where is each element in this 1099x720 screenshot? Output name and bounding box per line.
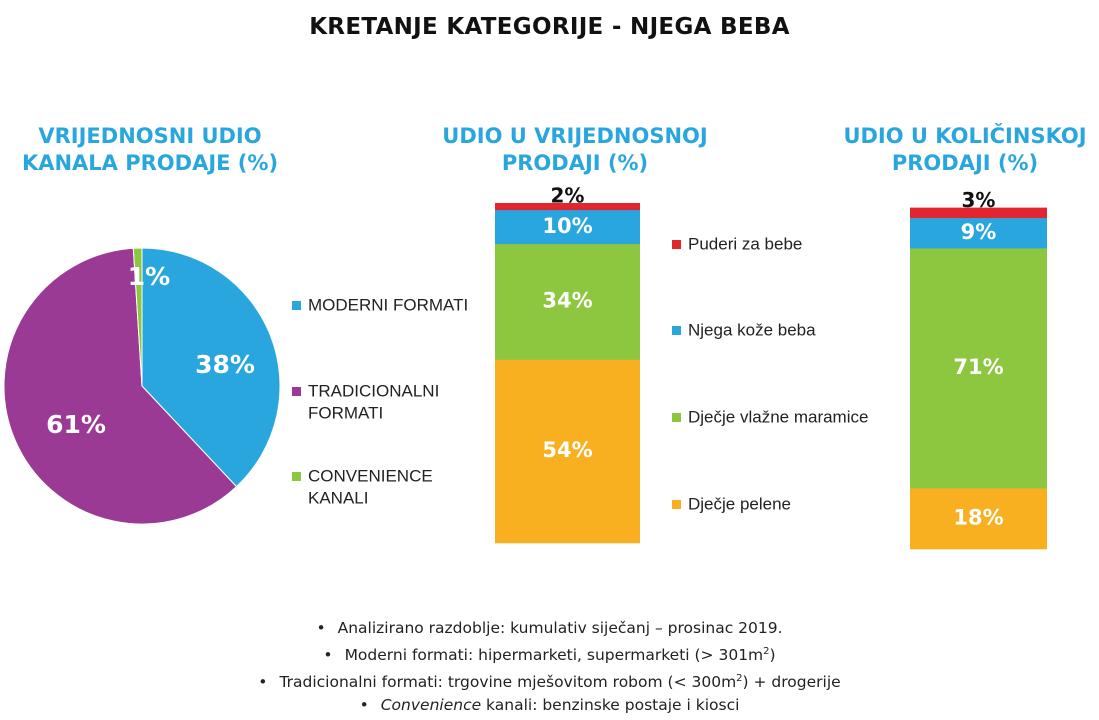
page-title: KRETANJE KATEGORIJE - NJEGA BEBA <box>309 14 790 40</box>
volume-bar-segment-djecje-vlazne-maramice <box>910 248 1047 489</box>
pie-title-line-1: VRIJEDNOSNI UDIO <box>38 124 262 148</box>
bar-legend-swatch-puderi-za-bebe <box>672 240 681 249</box>
pie-slice-convenience-kanali <box>132 247 143 387</box>
value-title-line-2: PRODAJI (%) <box>501 151 649 175</box>
bar-legend-label-njega-koze-beba: Njega kože beba <box>688 320 816 339</box>
pie-legend-swatch-moderni-formati <box>292 301 301 310</box>
pie-legend-label-tradicionalni-formati-1: TRADICIONALNI <box>308 381 439 400</box>
charts-canvas: 38% 61% 1% MODERNI FORMATI TRADICIONALNI FORM… <box>3 184 1047 550</box>
bar-legend-swatch-djecje-pelene <box>672 500 681 509</box>
value-bar-value-label-puderi-za-bebe: 2% <box>551 184 585 208</box>
pie-legend-label-convenience-kanali-1: CONVENIENCE <box>308 466 433 485</box>
pie-legend-label-tradicionalni-formati-2: FORMATI <box>308 403 383 422</box>
footnote-moderni: • Moderni formati: hipermarketi, supermar… <box>323 646 776 665</box>
pie-legend-swatch-tradicionalni-formati <box>292 387 301 396</box>
pie-value-label-convenience-kanali: 1% <box>128 262 170 291</box>
pie-chart-title: VRIJEDNOSNI UDIO KANALA PRODAJE (%) <box>0 123 300 177</box>
bullet-icon: • <box>359 696 369 715</box>
volume-title-line-1: UDIO U KOLIČINSKOJ <box>843 124 1087 148</box>
pie-value-label-moderni-formati: 38% <box>195 350 255 379</box>
footnotes: • Analizirano razdoblje: kumulativ siječa… <box>0 617 1099 717</box>
volume-bar-value-label-njega-koze-beba: 9% <box>961 220 997 244</box>
pie-legend-label-convenience-kanali-2: KANALI <box>308 488 368 507</box>
bar-legend-label-puderi-za-bebe: Puderi za bebe <box>688 234 802 253</box>
pie-title-line-2: KANALA PRODAJE (%) <box>21 151 279 175</box>
footnote-period: • Analizirano razdoblje: kumulativ siječa… <box>316 619 783 637</box>
value-bar-segment-djecje-vlazne-maramice <box>495 243 640 360</box>
volume-bar-segment-puderi-za-bebe <box>910 207 1047 219</box>
bullet-icon: • <box>316 619 326 637</box>
value-bar-segment-puderi-za-bebe <box>495 203 640 211</box>
footnote-convenience: • Convenience kanali: benzinske postaje i… <box>359 696 740 715</box>
volume-bar-value-label-djecje-vlazne-maramice: 71% <box>953 355 1003 379</box>
value-bar-value-label-djecje-pelene: 54% <box>542 438 592 462</box>
footnote-tradicionalni: • Tradicionalni formati: trgovine mješovi… <box>258 673 841 692</box>
volume-share-chart-title: UDIO U KOLIČINSKOJ PRODAJI (%) <box>820 123 1099 177</box>
value-bar-value-label-djecje-vlazne-maramice: 34% <box>542 289 592 313</box>
pie-value-label-tradicionalni-formati: 61% <box>46 410 106 439</box>
value-bar-value-label-njega-koze-beba: 10% <box>542 214 592 238</box>
bar-legend-swatch-djecje-vlazne-maramice <box>672 413 681 422</box>
volume-bar-value-label-djecje-pelene: 18% <box>953 506 1003 530</box>
bullet-icon: • <box>323 646 333 665</box>
value-bar-segment-njega-koze-beba <box>495 209 640 245</box>
pie-legend-label-moderni-formati-1: MODERNI FORMATI <box>308 295 468 314</box>
volume-title-line-2: PRODAJI (%) <box>891 151 1039 175</box>
pie-legend-swatch-convenience-kanali <box>292 472 301 481</box>
pie-slice-tradicionalni-formati <box>3 247 238 525</box>
bar-legend-label-djecje-vlazne-maramice: Dječje vlažne maramice <box>688 407 868 426</box>
value-bar-segment-djecje-pelene <box>495 359 640 544</box>
volume-bar-segment-njega-koze-beba <box>910 217 1047 249</box>
bar-legend-swatch-njega-koze-beba <box>672 326 681 335</box>
volume-bar-segment-djecje-pelene <box>910 488 1047 550</box>
value-share-chart-title: UDIO U VRIJEDNOSNOJ PRODAJI (%) <box>410 123 740 177</box>
value-title-line-1: UDIO U VRIJEDNOSNOJ <box>442 124 708 148</box>
bar-legend-label-djecje-pelene: Dječje pelene <box>688 494 791 513</box>
bullet-icon: • <box>258 673 268 692</box>
volume-bar-value-label-puderi-za-bebe: 3% <box>962 188 996 212</box>
pie-slice-moderni-formati <box>141 247 281 488</box>
